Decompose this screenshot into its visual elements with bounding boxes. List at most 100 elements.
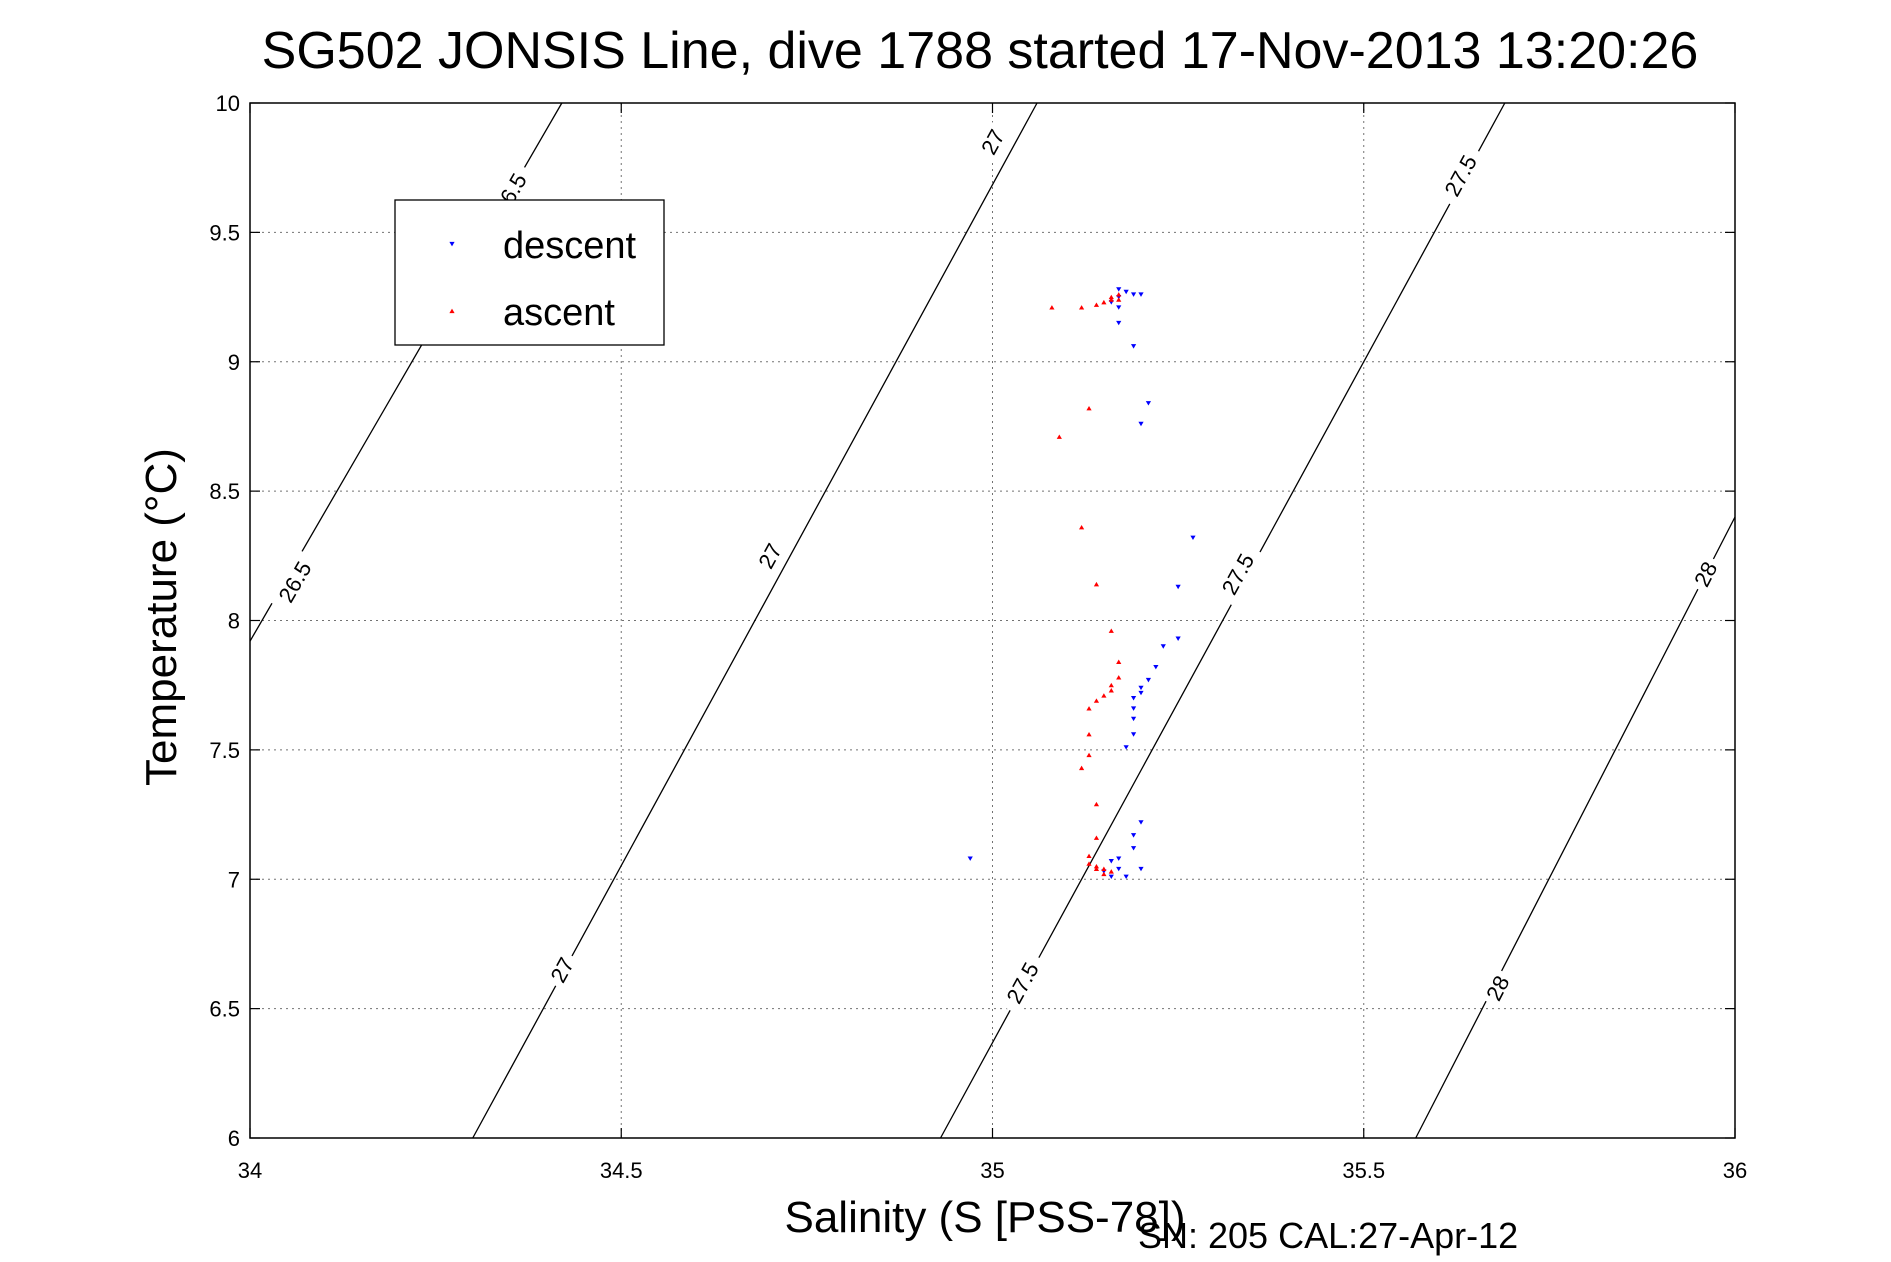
descent-point: [1130, 344, 1137, 349]
descent-point: [1123, 745, 1129, 750]
ascent-point: [1108, 628, 1114, 633]
descent-point: [1108, 859, 1114, 864]
legend-label-descent: descent: [503, 225, 637, 267]
contour-label-background: [541, 948, 581, 991]
ascent-point: [1116, 659, 1122, 664]
contour-label-background: [972, 120, 1012, 163]
density-contour-label: 27: [541, 948, 581, 991]
x-tick-label: 35.5: [1342, 1158, 1385, 1183]
descent-point: [1138, 421, 1144, 427]
density-contour-label: 27.5: [1433, 142, 1486, 208]
contour-label-background: [995, 949, 1048, 1015]
descent-point: [1123, 289, 1129, 295]
y-tick-label: 6: [228, 1126, 240, 1151]
data-points: [967, 287, 1196, 880]
descent-point: [1138, 292, 1144, 297]
density-contour-label: 28: [1685, 552, 1724, 595]
descent-point: [1153, 664, 1159, 670]
descent-point: [1138, 685, 1144, 691]
ascent-point: [1079, 525, 1085, 530]
x-axis-label: Salinity (S [PSS-78]): [784, 1193, 1185, 1242]
ascent-point: [1093, 801, 1100, 807]
descent-point: [1116, 320, 1122, 326]
ascent-point: [1056, 434, 1062, 439]
ascent-point: [1101, 299, 1107, 305]
ascent-point: [1101, 693, 1107, 698]
y-axis-label: Temperature (°C): [137, 448, 186, 786]
ascent-point: [1108, 682, 1114, 688]
x-tick-label: 36: [1723, 1158, 1747, 1183]
y-tick-label: 6.5: [209, 997, 240, 1022]
descent-point: [1175, 584, 1181, 590]
descent-point: [1145, 401, 1152, 406]
descent-point: [1123, 874, 1129, 880]
descent-point: [1175, 636, 1181, 641]
density-contour-label: 27.5: [995, 949, 1048, 1015]
legend: descent ascent: [394, 199, 665, 346]
series-descent: [967, 287, 1196, 880]
ascent-point: [1108, 297, 1114, 302]
ascent-point: [1079, 305, 1085, 310]
descent-point: [1130, 706, 1137, 711]
y-tick-label: 7.5: [209, 738, 240, 763]
ascent-point: [1116, 297, 1122, 302]
descent-point: [1145, 677, 1152, 683]
axis-ticks: 34 34.5 35 35.5 36 6 6.5 7 7.5 8 8.5 9 9.5 10: [209, 91, 1747, 1183]
descent-point: [1138, 690, 1144, 696]
density-contour-label: 27: [972, 120, 1012, 163]
contour-label-background: [749, 534, 789, 577]
density-contour-label: 26.5: [267, 548, 320, 614]
ascent-point: [1116, 675, 1122, 680]
descent-point: [1116, 305, 1122, 310]
descent-point: [1130, 833, 1137, 838]
descent-point: [1138, 820, 1144, 825]
descent-point: [1108, 874, 1114, 880]
contour-label-background: [1433, 142, 1486, 208]
descent-point: [1130, 846, 1137, 851]
descent-point: [1116, 856, 1122, 861]
descent-point: [1130, 696, 1137, 701]
descent-point: [1160, 644, 1166, 649]
ascent-point: [1049, 305, 1055, 310]
ascent-point: [1108, 869, 1114, 874]
contour-label-background: [1685, 552, 1724, 595]
ascent-point: [1108, 688, 1114, 693]
ascent-point: [1093, 835, 1100, 840]
serial-calibration-note: SN: 205 CAL:27-Apr-12: [1138, 1215, 1518, 1256]
density-contour-line: [1415, 516, 1736, 1139]
descent-point: [1130, 716, 1137, 722]
y-tick-label: 10: [216, 91, 240, 116]
x-tick-label: 34.5: [600, 1158, 643, 1183]
descent-point: [1190, 535, 1196, 541]
legend-label-ascent: ascent: [503, 292, 615, 334]
ascent-point: [1116, 292, 1122, 297]
ascent-point: [1093, 698, 1100, 703]
y-tick-label: 9.5: [209, 220, 240, 245]
ascent-point: [1086, 752, 1092, 758]
contour-label-background: [267, 548, 320, 614]
ascent-point: [1101, 866, 1107, 871]
ascent-point: [1093, 302, 1100, 307]
contour-label-background: [1477, 966, 1516, 1009]
y-tick-label: 8: [228, 609, 240, 634]
ascent-point: [1101, 871, 1107, 877]
density-contour-label: 27: [749, 534, 789, 577]
legend-box: [394, 199, 665, 346]
ascent-point: [1093, 866, 1100, 871]
ascent-point: [1093, 581, 1100, 587]
ascent-point: [1086, 853, 1092, 859]
descent-point: [1116, 866, 1122, 872]
descent-point: [1130, 292, 1137, 297]
ascent-point: [1086, 405, 1092, 411]
contour-label-background: [1210, 540, 1263, 607]
legend-marker-descent: [449, 241, 455, 247]
ascent-point: [1108, 294, 1114, 300]
ascent-point: [1079, 765, 1085, 771]
x-tick-label: 35: [980, 1158, 1004, 1183]
density-contour-label: 28: [1477, 966, 1516, 1009]
y-tick-label: 8.5: [209, 479, 240, 504]
x-tick-label: 34: [238, 1158, 262, 1183]
y-tick-label: 7: [228, 867, 240, 892]
density-contour-label: 27.5: [1210, 540, 1263, 607]
